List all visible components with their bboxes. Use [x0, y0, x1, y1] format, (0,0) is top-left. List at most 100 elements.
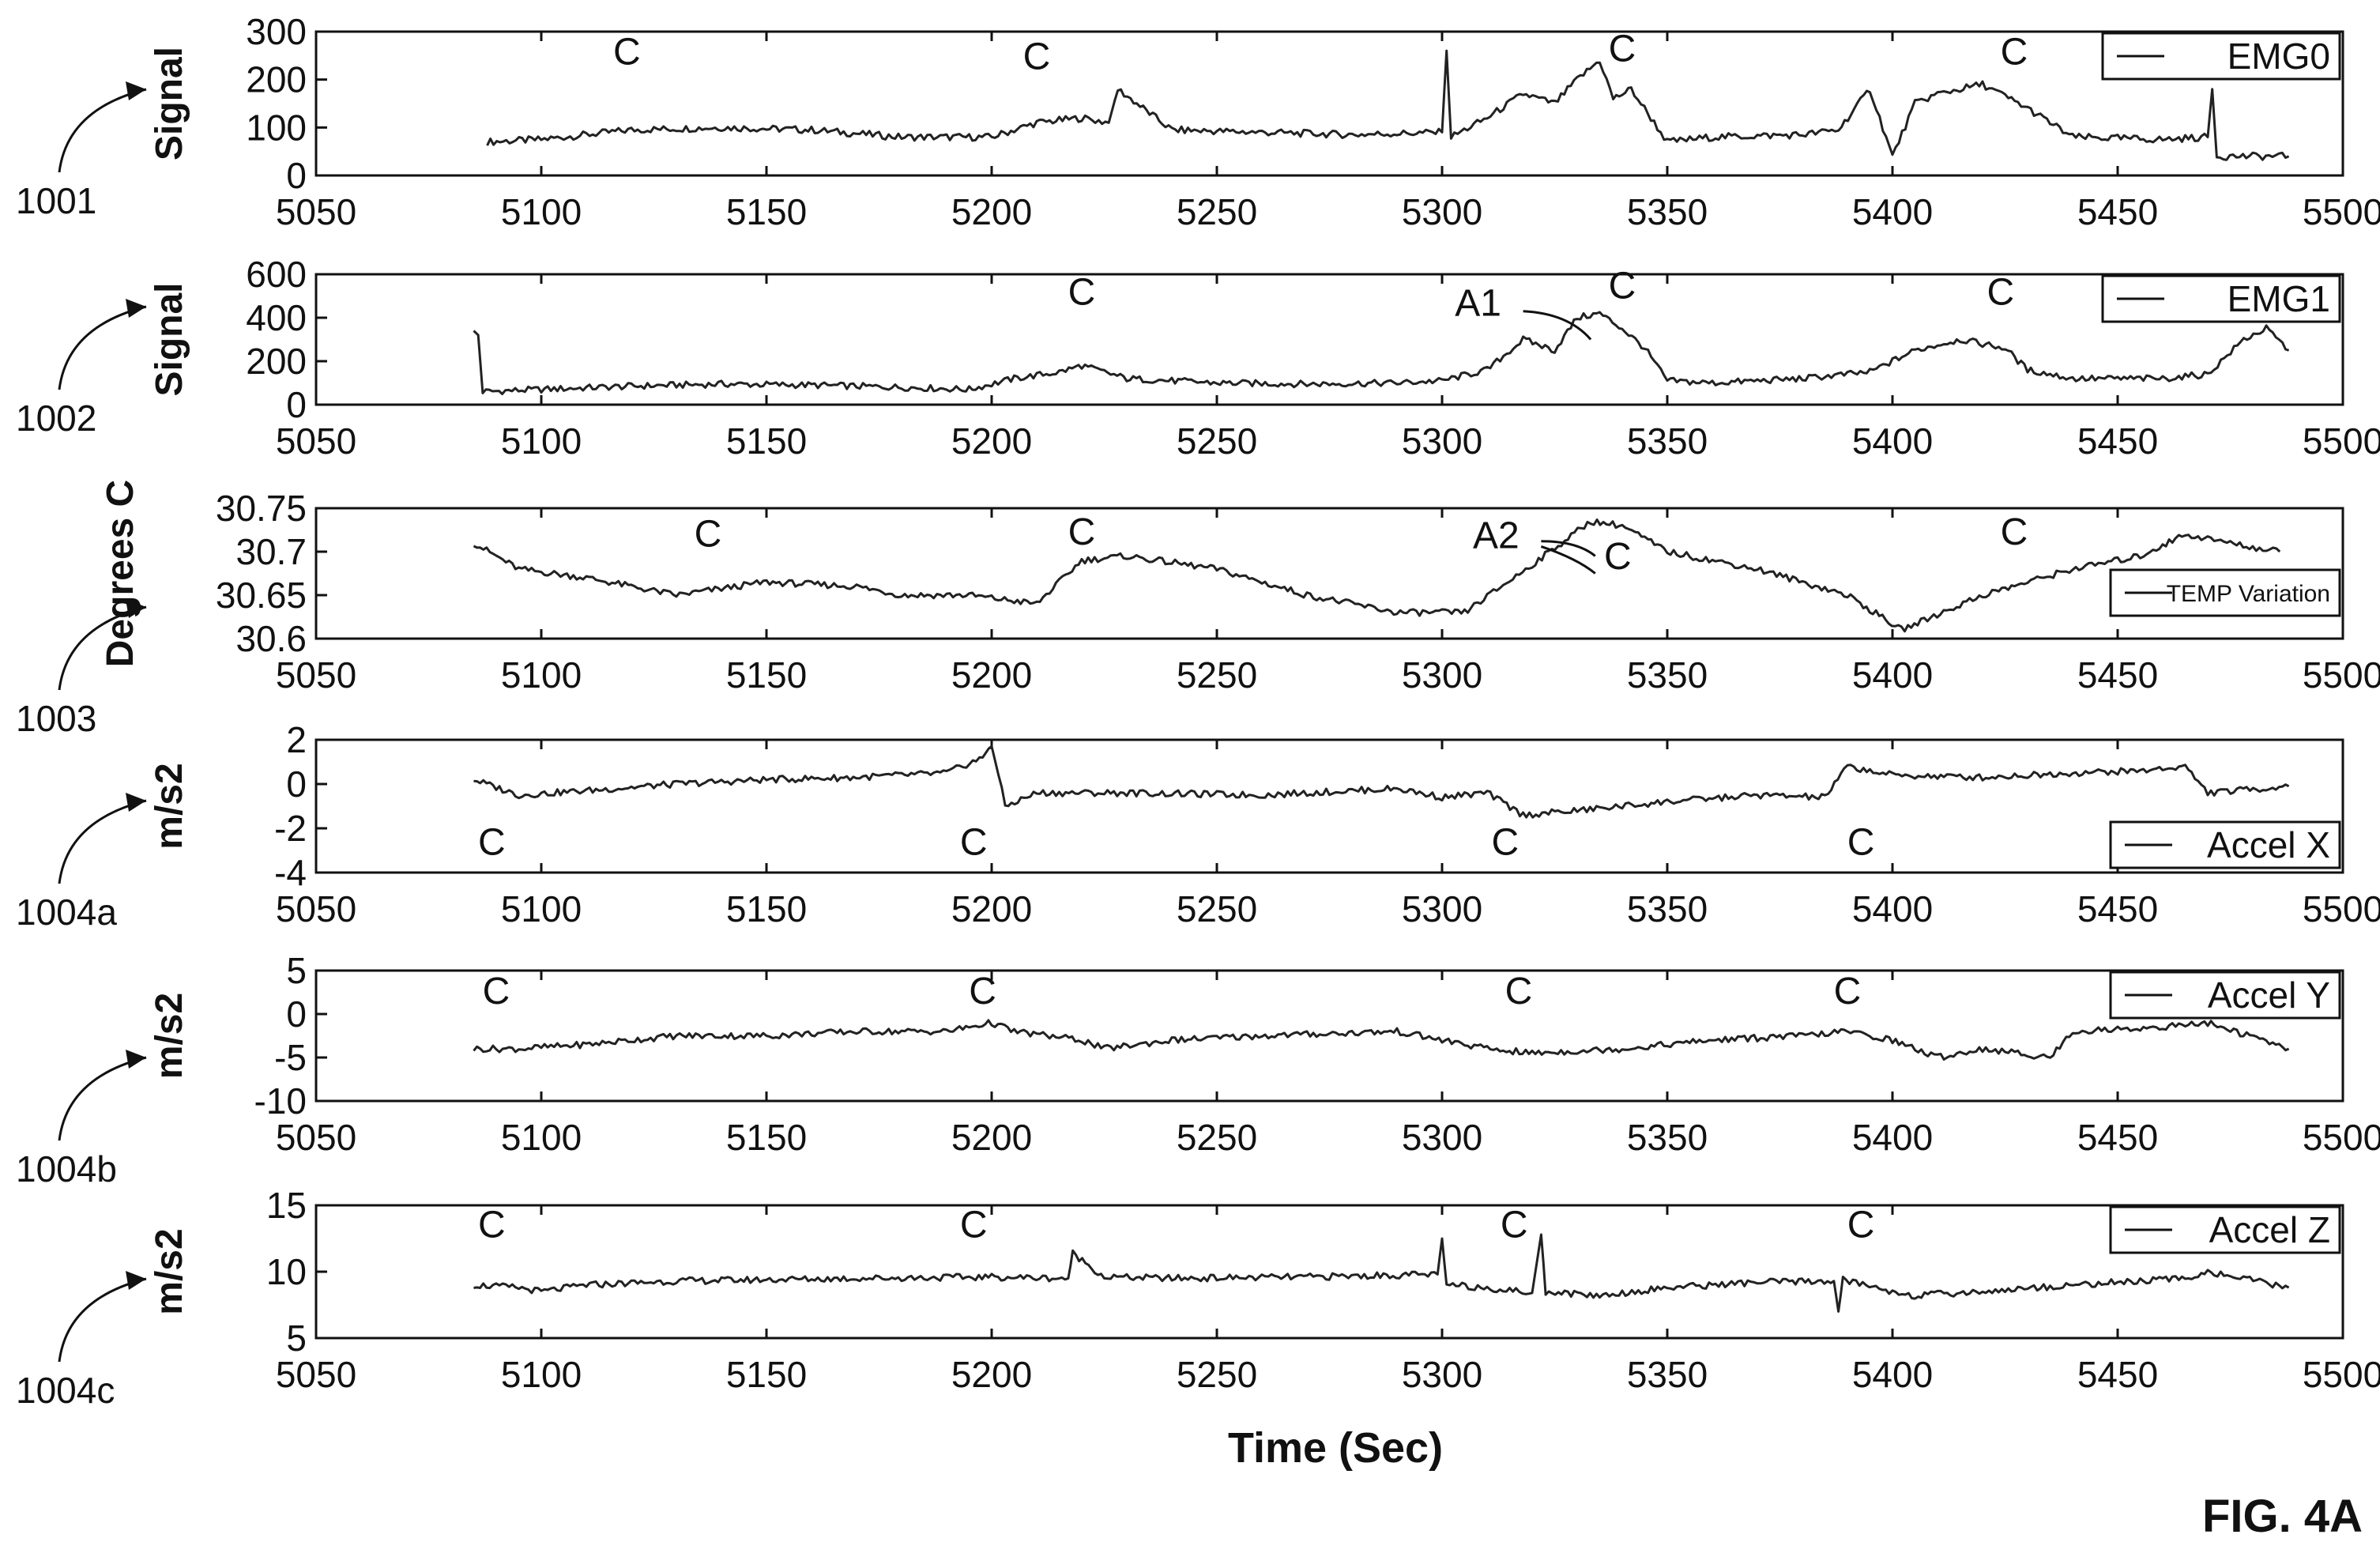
- x-tick-label: 5250: [1177, 1354, 1257, 1395]
- x-tick-label: 5050: [276, 1354, 356, 1395]
- series-line-accel-z: [473, 1233, 2290, 1313]
- panel-1004a: 5050 5100 5150 5200 5250 5300 5350 5400 5450 5500…: [16, 719, 2380, 933]
- annotation-c: C: [1834, 971, 1862, 1012]
- plot-frame: [314, 507, 2344, 640]
- x-tick-label: 5500: [2303, 420, 2380, 462]
- y-tick-label: 0: [286, 155, 307, 196]
- y-axis-label: Signal: [149, 282, 190, 396]
- x-tick-label: 5450: [2077, 191, 2158, 232]
- x-tick-label: 5350: [1627, 1354, 1708, 1395]
- reference-arrowhead: [126, 81, 146, 100]
- x-tick-label: 5500: [2303, 1354, 2380, 1395]
- x-tick-label: 5300: [1402, 420, 1482, 462]
- y-tick-label: 5: [286, 1318, 307, 1359]
- reference-arrow: [58, 1056, 147, 1141]
- x-tick-label: 5300: [1402, 888, 1482, 929]
- panels: 5050 5100 5150 5200 5250 5300 5350 5400 5450 5500…: [16, 11, 2380, 1411]
- x-tick-label: 5050: [276, 420, 356, 462]
- annotation-c: C: [1609, 28, 1636, 70]
- y-tick-label: 30.65: [216, 575, 307, 616]
- annotation-c: C: [960, 1204, 988, 1246]
- x-tick-label: 5350: [1627, 888, 1708, 929]
- x-tick-label: 5350: [1627, 420, 1708, 462]
- y-tick-label: 30.6: [235, 618, 307, 659]
- x-tick-label: 5450: [2077, 1117, 2158, 1158]
- legend-label: EMG1: [2227, 278, 2330, 319]
- x-tick-label: 5200: [951, 191, 1032, 232]
- x-tick-label: 5200: [951, 420, 1032, 462]
- annotation-c: C: [1068, 272, 1096, 314]
- x-tick-label: 5400: [1852, 1117, 1933, 1158]
- plot-frame: [314, 969, 2344, 1103]
- y-axis-label: m/s2: [149, 993, 190, 1079]
- x-tick-label: 5450: [2077, 1354, 2158, 1395]
- x-tick-label: 5150: [726, 191, 807, 232]
- reference-arrowhead: [126, 1271, 146, 1290]
- x-tick-label: 5150: [726, 654, 807, 696]
- y-tick-label: 15: [266, 1185, 307, 1226]
- y-tick-label: 0: [286, 763, 307, 805]
- x-tick-label: 5250: [1177, 888, 1257, 929]
- y-axis-label: m/s2: [149, 1228, 190, 1314]
- x-tick-label: 5150: [726, 1117, 807, 1158]
- x-tick-label: 5300: [1402, 191, 1482, 232]
- annotation-c: C: [2001, 511, 2028, 553]
- x-tick-label: 5450: [2077, 420, 2158, 462]
- reference-numeral: 1004a: [16, 892, 117, 933]
- annotation-c: C: [1847, 1204, 1875, 1246]
- annotation-c: C: [960, 822, 988, 864]
- x-tick-label: 5450: [2077, 654, 2158, 696]
- y-tick-label: 0: [286, 384, 307, 425]
- y-tick-label: 30.75: [216, 488, 307, 529]
- reference-numeral: 1002: [16, 398, 96, 439]
- annotation-c: C: [1023, 36, 1051, 77]
- y-tick-label: -2: [274, 808, 307, 849]
- y-tick-label: 0: [286, 993, 307, 1035]
- y-tick-label: 100: [246, 107, 307, 148]
- y-tick-label: 2: [286, 719, 307, 760]
- y-tick-label: 300: [246, 11, 307, 52]
- x-axis-label: Time (Sec): [1228, 1424, 1443, 1472]
- x-tick-label: 5250: [1177, 420, 1257, 462]
- x-tick-label: 5200: [951, 1354, 1032, 1395]
- y-tick-label: -4: [274, 852, 307, 893]
- y-tick-label: 5: [286, 950, 307, 991]
- y-tick-label: 600: [246, 254, 307, 295]
- x-tick-label: 5300: [1402, 1117, 1482, 1158]
- legend-label: Accel X: [2207, 824, 2330, 865]
- x-tick-label: 5100: [501, 1354, 582, 1395]
- plot-frame: [314, 273, 2344, 406]
- x-tick-label: 5050: [276, 1117, 356, 1158]
- x-tick-label: 5100: [501, 191, 582, 232]
- series-line-emg0: [486, 49, 2290, 161]
- x-tick-label: 5150: [726, 420, 807, 462]
- x-tick-label: 5150: [726, 1354, 807, 1395]
- reference-numeral: 1004b: [16, 1148, 117, 1189]
- y-axis-label: Signal: [149, 47, 190, 160]
- reference-arrowhead: [126, 599, 146, 618]
- x-tick-label: 5050: [276, 654, 356, 696]
- annotation-c: C: [478, 1204, 506, 1246]
- x-tick-label: 5500: [2303, 888, 2380, 929]
- a2-leader-line: [1540, 545, 1596, 575]
- x-tick-label: 5250: [1177, 191, 1257, 232]
- x-tick-label: 5100: [501, 1117, 582, 1158]
- reference-arrowhead: [126, 299, 146, 318]
- reference-arrow: [58, 88, 147, 173]
- annotation-c: C: [613, 31, 641, 73]
- reference-numeral: 1001: [16, 180, 96, 221]
- annotation-a2: A2: [1473, 515, 1520, 557]
- reference-arrow: [58, 799, 147, 884]
- y-axis-label: Degrees C: [100, 480, 141, 667]
- x-tick-label: 5400: [1852, 1354, 1933, 1395]
- x-tick-label: 5350: [1627, 191, 1708, 232]
- panel-1001: 5050 5100 5150 5200 5250 5300 5350 5400 5450 5500…: [16, 11, 2380, 232]
- annotation-c: C: [695, 513, 722, 555]
- a2-leader-line: [1541, 540, 1596, 557]
- x-tick-label: 5350: [1627, 1117, 1708, 1158]
- annotation-c: C: [483, 971, 510, 1012]
- x-tick-label: 5200: [951, 888, 1032, 929]
- legend-label: Accel Y: [2208, 975, 2330, 1016]
- y-tick-label: -5: [274, 1037, 307, 1078]
- x-tick-label: 5450: [2077, 888, 2158, 929]
